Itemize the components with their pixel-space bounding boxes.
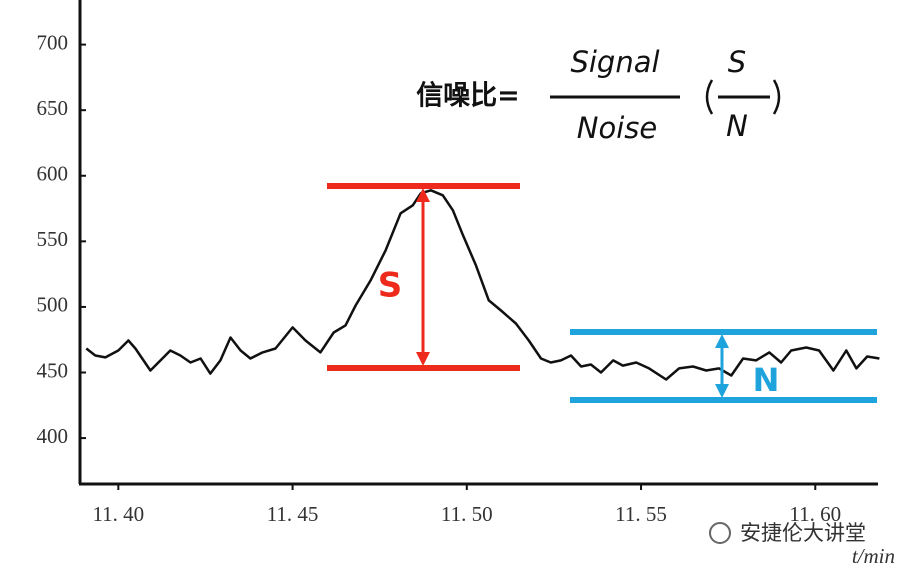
x-tick-label: 11. 50 (441, 502, 493, 526)
y-tick-label: 450 (37, 358, 69, 382)
x-axis-label: t/min (852, 544, 895, 568)
y-tick-label: 550 (37, 227, 69, 251)
formula-numerator: Signal (570, 45, 659, 79)
x-tick-label: 11. 55 (615, 502, 667, 526)
noise-arrowheads (715, 334, 729, 398)
noise-label: N (753, 361, 780, 399)
y-tick-label: 650 (37, 96, 69, 120)
x-tick-label: 11. 40 (92, 502, 144, 526)
y-tick-label: 600 (37, 162, 69, 186)
y-tick-label: 500 (37, 293, 69, 317)
x-tick-label: 11. 60 (789, 502, 841, 526)
ratio-numerator: S (728, 45, 746, 79)
signal-label: S (378, 266, 403, 306)
watermark: 安捷伦大讲堂 (740, 521, 866, 545)
paren-close (772, 79, 781, 115)
plot-area (85, 189, 880, 381)
y-tick-label: 700 (37, 30, 69, 54)
y-tick-label: 400 (37, 424, 69, 448)
formula-denominator: Noise (577, 111, 657, 145)
paren-open (705, 79, 714, 115)
watermark-icon (709, 522, 731, 544)
data-line (85, 189, 880, 381)
formula-label: 信噪比= (416, 81, 520, 112)
x-tick-label: 11. 45 (267, 502, 319, 526)
ratio-denominator: N (726, 109, 748, 143)
